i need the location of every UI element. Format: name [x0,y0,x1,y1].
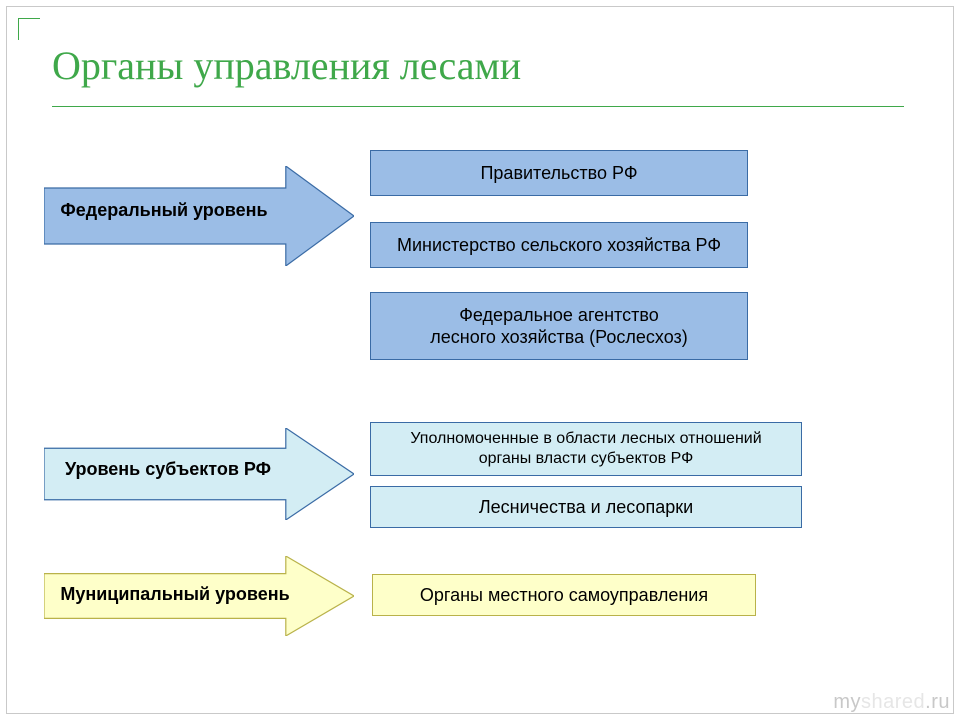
box-text-authorized: Уполномоченные в области лесных отношени… [410,429,761,469]
corner-tick-decoration [18,18,40,40]
arrow-label-municipal: Муниципальный уровень [50,584,300,605]
watermark: myshared.ru [833,691,950,714]
watermark-part2: shared [861,691,925,713]
arrow-label-subjects: Уровень субъектов РФ [54,459,282,480]
box-gov: Правительство РФ [370,150,748,196]
box-text-forestries: Лесничества и лесопарки [479,496,693,519]
watermark-part3: .ru [925,691,950,713]
box-text-local: Органы местного самоуправления [420,584,708,607]
arrow-label-federal: Федеральный уровень [54,200,274,221]
box-text-agency: Федеральное агентство лесного хозяйства … [430,304,688,349]
box-agency: Федеральное агентство лесного хозяйства … [370,292,748,360]
slide-title: Органы управления лесами [52,42,521,89]
box-authorized: Уполномоченные в области лесных отношени… [370,422,802,476]
box-local: Органы местного самоуправления [372,574,756,616]
watermark-part1: my [833,691,861,713]
box-text-gov: Правительство РФ [480,162,637,185]
box-forestries: Лесничества и лесопарки [370,486,802,528]
box-ministry: Министерство сельского хозяйства РФ [370,222,748,268]
title-underline [52,106,904,107]
box-text-ministry: Министерство сельского хозяйства РФ [397,234,721,257]
